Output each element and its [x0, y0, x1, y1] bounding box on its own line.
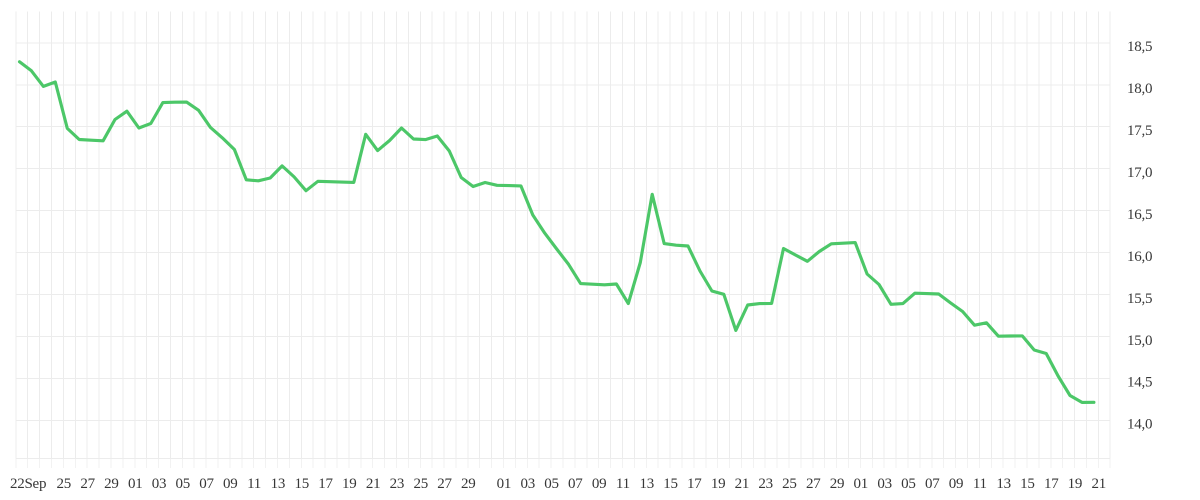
svg-text:03: 03 — [877, 476, 892, 492]
svg-text:23: 23 — [758, 476, 773, 492]
svg-text:21: 21 — [366, 476, 381, 492]
svg-text:07: 07 — [925, 476, 940, 492]
svg-text:16,0: 16,0 — [1127, 249, 1152, 265]
svg-text:03: 03 — [520, 476, 535, 492]
svg-text:17: 17 — [687, 476, 702, 492]
svg-text:19: 19 — [342, 476, 357, 492]
svg-text:14,0: 14,0 — [1127, 417, 1152, 433]
svg-text:22Sep: 22Sep — [10, 476, 46, 492]
svg-text:03: 03 — [152, 476, 167, 492]
svg-text:01: 01 — [854, 476, 869, 492]
svg-text:07: 07 — [199, 476, 214, 492]
svg-text:13: 13 — [271, 476, 286, 492]
svg-text:25: 25 — [57, 476, 72, 492]
svg-text:05: 05 — [901, 476, 916, 492]
svg-text:16,5: 16,5 — [1127, 207, 1152, 223]
svg-text:09: 09 — [223, 476, 238, 492]
svg-text:07: 07 — [568, 476, 583, 492]
svg-text:25: 25 — [782, 476, 797, 492]
svg-text:15,5: 15,5 — [1127, 291, 1152, 307]
svg-text:21: 21 — [735, 476, 750, 492]
svg-text:11: 11 — [616, 476, 630, 492]
svg-text:05: 05 — [175, 476, 190, 492]
svg-text:15: 15 — [1020, 476, 1035, 492]
svg-text:09: 09 — [592, 476, 607, 492]
svg-text:29: 29 — [830, 476, 845, 492]
svg-text:29: 29 — [461, 476, 476, 492]
svg-text:09: 09 — [949, 476, 964, 492]
svg-text:13: 13 — [996, 476, 1011, 492]
svg-text:17: 17 — [1044, 476, 1059, 492]
svg-text:18,0: 18,0 — [1127, 81, 1152, 97]
svg-text:27: 27 — [80, 476, 95, 492]
svg-text:14,5: 14,5 — [1127, 375, 1152, 391]
svg-text:15: 15 — [294, 476, 309, 492]
svg-text:25: 25 — [413, 476, 428, 492]
svg-text:01: 01 — [128, 476, 143, 492]
svg-text:17,5: 17,5 — [1127, 123, 1152, 139]
svg-text:19: 19 — [1068, 476, 1083, 492]
svg-text:19: 19 — [711, 476, 726, 492]
svg-text:17,0: 17,0 — [1127, 165, 1152, 181]
svg-text:27: 27 — [806, 476, 821, 492]
svg-text:27: 27 — [437, 476, 452, 492]
svg-text:15: 15 — [663, 476, 678, 492]
svg-text:29: 29 — [104, 476, 119, 492]
svg-text:17: 17 — [318, 476, 333, 492]
svg-text:11: 11 — [247, 476, 261, 492]
svg-text:01: 01 — [497, 476, 512, 492]
svg-text:21: 21 — [1091, 476, 1106, 492]
svg-text:15,0: 15,0 — [1127, 333, 1152, 349]
svg-text:05: 05 — [544, 476, 559, 492]
svg-text:23: 23 — [390, 476, 405, 492]
svg-text:18,5: 18,5 — [1127, 39, 1152, 55]
svg-text:13: 13 — [639, 476, 654, 492]
svg-text:11: 11 — [973, 476, 987, 492]
